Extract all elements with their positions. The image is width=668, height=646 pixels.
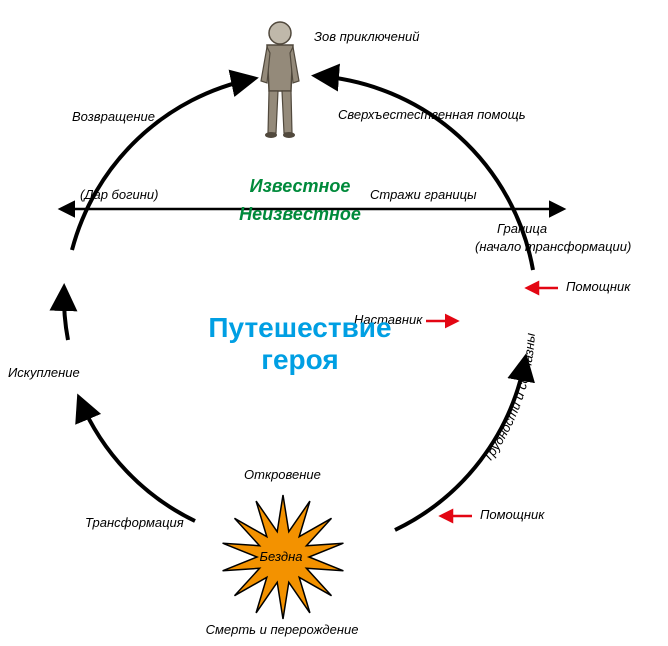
arc-seg-2: [395, 360, 525, 530]
label-call: Зов приключений: [314, 29, 419, 45]
label-transform: Трансформация: [85, 515, 184, 531]
unknown-label: Неизвестное: [0, 204, 600, 226]
label-return: Возвращение: [72, 109, 155, 125]
known-label: Известное: [0, 176, 600, 198]
center-title: Путешествие героя: [0, 312, 600, 376]
center-title-line2: героя: [0, 344, 600, 376]
label-helper1: Помощник: [566, 279, 630, 295]
center-title-line1: Путешествие: [0, 312, 600, 344]
label-death: Смерть и перерождение: [0, 622, 564, 638]
hero-figure: [261, 22, 299, 138]
label-helper2: Помощник: [480, 507, 544, 523]
heros-journey-diagram: Трудности и соблазны Зов приключенийСвер…: [0, 0, 668, 646]
label-revelation: Откровение: [244, 467, 321, 483]
cycle-arcs: [64, 76, 533, 530]
arc-seg-3: [80, 400, 195, 521]
label-abyss: Бездна: [0, 549, 562, 565]
label-aid: Сверхъестественная помощь: [338, 107, 526, 123]
hero-figure-g: [261, 22, 299, 138]
label-threshold2: (начало трансформации): [475, 239, 631, 255]
